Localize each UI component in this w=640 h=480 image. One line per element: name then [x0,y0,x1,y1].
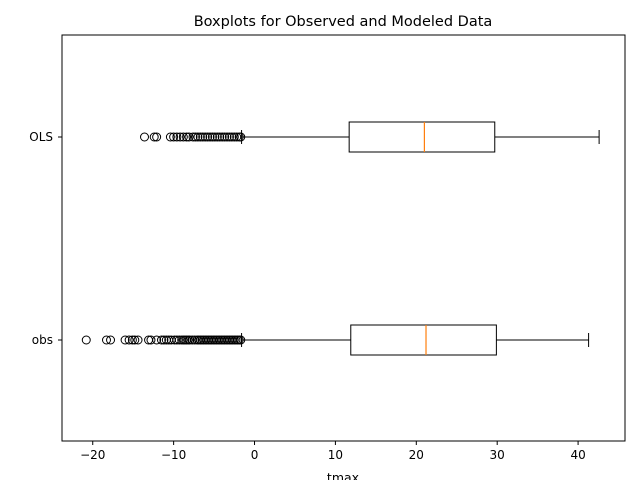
outlier-point [193,132,203,142]
outlier-point [156,335,166,345]
outlier-point [152,132,162,142]
outlier-point [175,132,185,142]
outlier-point [210,132,220,142]
outlier-point [101,335,111,345]
outlier-point [195,132,205,142]
outlier-point [178,132,188,142]
outlier-point [232,132,242,142]
outlier-point [120,335,130,345]
x-tick-label: 10 [328,448,343,462]
outlier-point [205,132,215,142]
outlier-point [215,132,225,142]
outlier-point [222,132,232,142]
outlier-point [203,132,213,142]
outlier-point [198,132,208,142]
x-axis: −20 −10 0 10 20 30 40 [80,441,586,462]
x-tick-label: −10 [161,448,186,462]
outlier-point [185,335,195,345]
outlier-point [188,132,198,142]
outlier-point [200,132,210,142]
y-tick-label: OLS [29,130,53,144]
outlier-point [130,335,140,345]
outlier-point [81,335,91,345]
chart-title: Boxplots for Observed and Modeled Data [194,14,493,30]
box-group-ols [140,121,600,153]
outlier-point [217,132,227,142]
outlier-point [184,132,194,142]
outlier-point [169,335,179,345]
outlier-point [174,335,184,345]
outlier-point [140,132,150,142]
outlier-point [124,335,134,345]
x-axis-label: tmax [327,470,359,480]
outlier-point [182,132,192,142]
y-axis: obs OLS [29,130,62,347]
outlier-point [190,132,200,142]
outlier-point [207,132,217,142]
outlier-point [149,132,159,142]
outlier-point [190,335,200,345]
outlier-point [159,335,169,345]
outlier-point [133,335,143,345]
outlier-point [146,335,156,345]
iqr-box [350,324,497,356]
outlier-point [229,132,239,142]
x-tick-label: 20 [409,448,424,462]
outlier-point [152,335,162,345]
outlier-point [227,132,237,142]
outlier-point [236,132,246,142]
x-tick-label: 0 [251,448,259,462]
outlier-point [169,132,179,142]
outlier-point [212,132,222,142]
outlier-point [127,335,137,345]
plot-area [81,121,600,356]
outlier-point [236,335,246,345]
iqr-box [348,121,496,153]
outlier-point [224,132,234,142]
x-tick-label: −20 [80,448,105,462]
outlier-point [220,132,230,142]
y-tick-label: obs [32,333,53,347]
plot-frame [61,34,626,442]
outlier-point [172,132,182,142]
outlier-point [165,132,175,142]
x-tick-label: 30 [490,448,505,462]
outlier-point [106,335,116,345]
x-tick-label: 40 [570,448,585,462]
box-group-obs [81,324,590,356]
